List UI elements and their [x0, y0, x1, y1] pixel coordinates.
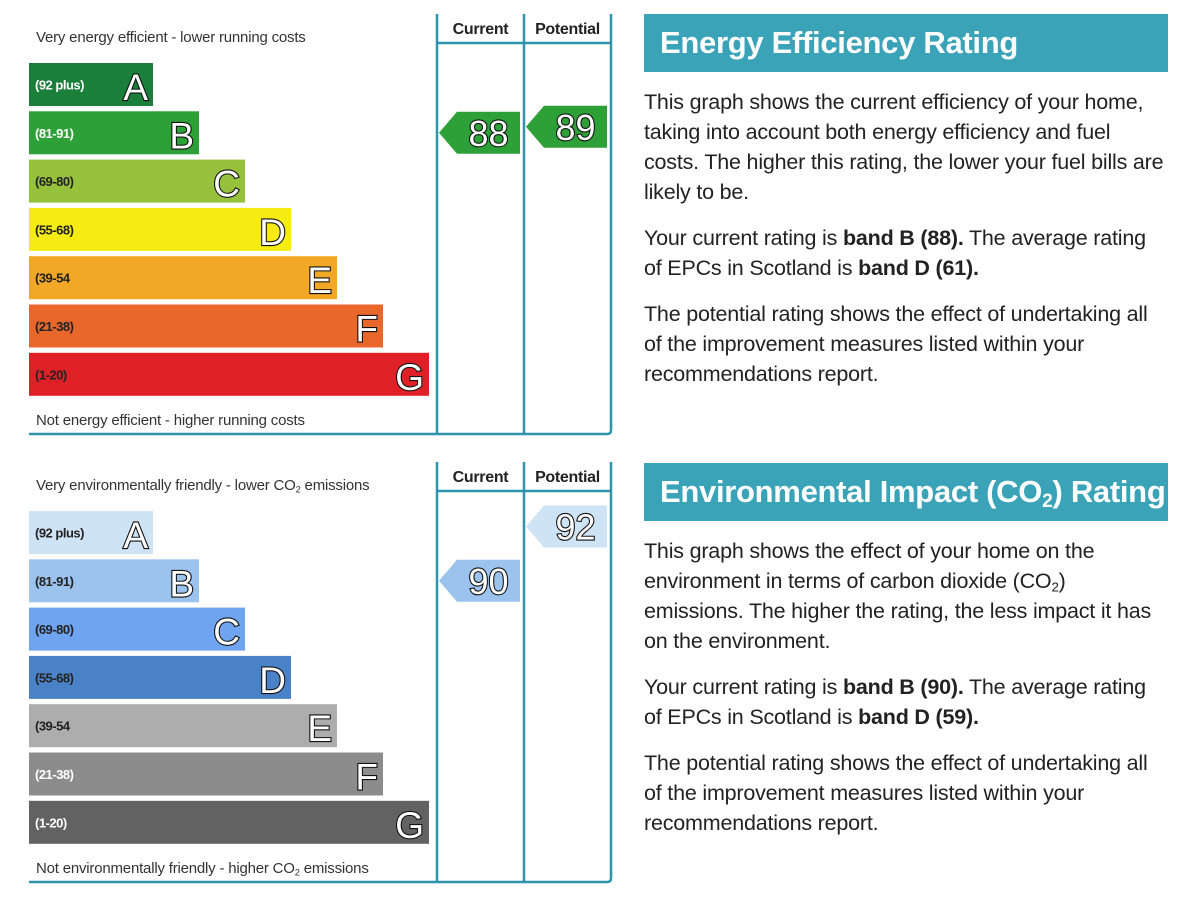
co2-potential-value: 92 [555, 507, 595, 548]
energy-potential-text: The potential rating shows the effect of… [644, 302, 1148, 386]
co2-band-letter-c: C [213, 612, 240, 653]
co2-band-letter-e: E [307, 708, 332, 749]
co2-top-caption-post: emissions [300, 477, 370, 494]
energy-band-bar-d [29, 207, 291, 251]
co2-band-range-f: (21-38) [35, 767, 74, 782]
energy-rating-prefix: Your current rating is [644, 226, 843, 250]
energy-band-bar-g [29, 352, 429, 396]
co2-description: This graph shows the effect of your home… [644, 536, 1168, 656]
co2-rating-mid: The average rating of EPCs in Scotland i… [644, 675, 1146, 729]
energy-band-range-c: (69-80) [35, 174, 74, 189]
energy-bottom-caption: Not energy efficient - higher running co… [36, 412, 305, 429]
energy-potential-column-right-border [606, 14, 613, 436]
co2-impact-chart: (92 plus) A (81-91) B (69-80) C (55-68) D (39-54… [0, 448, 630, 888]
co2-band-letter-f: F [355, 757, 378, 798]
co2-bottom-caption: Not environmentally friendly - higher CO… [36, 860, 369, 877]
energy-current-value: 88 [468, 113, 508, 154]
energy-band-letter-d: D [259, 212, 286, 253]
energy-column-header-current: Current [453, 21, 510, 38]
co2-bottom-caption-pre: Not environmentally friendly - higher CO [36, 860, 295, 877]
co2-chart-svg: (92 plus) A (81-91) B (69-80) C (55-68) D (39-54… [29, 462, 613, 884]
co2-info-panel: Environmental Impact (CO2) Rating This g… [644, 463, 1168, 838]
energy-band-bar-a [29, 63, 153, 106]
energy-top-caption: Very energy efficient - lower running co… [36, 29, 306, 46]
co2-average-band: band D (59). [858, 705, 979, 729]
co2-top-caption-pre: Very environmentally friendly - lower CO [36, 477, 296, 494]
energy-band-bar-f [29, 304, 383, 348]
co2-band-bar-d [29, 655, 291, 699]
co2-title-pre: Environmental Impact (CO [660, 474, 1043, 509]
co2-band-bar-e [29, 704, 337, 748]
co2-band-range-g: (1-20) [35, 815, 67, 830]
energy-description: This graph shows the current efficiency … [644, 90, 1164, 204]
energy-column-header-potential: Potential [535, 21, 600, 38]
co2-band-range-c: (69-80) [35, 622, 74, 637]
co2-desc-pre: This graph shows the effect of your home… [644, 539, 1095, 593]
co2-column-header-potential: Potential [535, 469, 600, 486]
co2-band-range-a: (92 plus) [35, 526, 84, 541]
co2-top-caption: Very environmentally friendly - lower CO… [36, 477, 370, 495]
co2-title-post: ) Rating [1052, 474, 1166, 509]
energy-band-letter-a: A [123, 67, 148, 108]
energy-efficiency-chart: (92 plus) A (81-91) B (69-80) C (55-68) D (39-54… [0, 0, 630, 440]
co2-current-band: band B (90). [842, 675, 964, 699]
energy-current-rating-text: Your current rating is band B (88). The … [644, 223, 1168, 283]
co2-top-caption-sub: 2 [295, 484, 301, 495]
energy-potential-arrow [526, 105, 607, 148]
energy-info-panel: Energy Efficiency Rating This graph show… [644, 14, 1168, 389]
energy-band-bar-e [29, 256, 337, 300]
co2-band-letter-g: G [395, 805, 424, 846]
co2-desc-post: ) emissions. The higher the rating, the … [644, 569, 1152, 653]
energy-band-range-e: (39-54 [35, 271, 71, 286]
co2-potential-arrow [526, 505, 607, 548]
energy-band-letter-c: C [213, 164, 240, 205]
co2-band-bar-b [29, 559, 199, 603]
co2-potential-column-right-border [606, 462, 613, 884]
co2-bottom-caption-sub: 2 [294, 867, 300, 878]
co2-band-range-d: (55-68) [35, 670, 74, 685]
energy-band-letter-e: E [307, 260, 332, 301]
energy-current-band: band B (88). [842, 226, 964, 250]
co2-band-bar-a [29, 511, 153, 554]
co2-band-letter-d: D [259, 660, 286, 701]
energy-band-range-b: (81-91) [35, 126, 74, 141]
co2-band-bar-g [29, 800, 429, 844]
energy-band-letter-f: F [355, 309, 378, 350]
energy-band-bar-b [29, 111, 199, 155]
co2-band-range-e: (39-54 [35, 719, 71, 734]
energy-band-range-d: (55-68) [35, 222, 74, 237]
co2-band-letter-b: B [169, 563, 194, 604]
energy-band-bar-c [29, 159, 245, 203]
energy-band-range-g: (1-20) [35, 367, 67, 382]
co2-desc-sub: 2 [1051, 579, 1059, 595]
co2-band-letter-a: A [123, 515, 148, 556]
co2-current-rating-text: Your current rating is band B (90). The … [644, 672, 1168, 732]
energy-potential-value: 89 [555, 107, 595, 148]
co2-rating-prefix: Your current rating is [644, 675, 843, 699]
co2-title-sub: 2 [1042, 490, 1053, 512]
co2-panel-title: Environmental Impact (CO2) Rating [644, 463, 1168, 521]
energy-band-letter-g: G [395, 357, 424, 398]
co2-band-bar-f [29, 752, 383, 796]
energy-chart-svg: (92 plus) A (81-91) B (69-80) C (55-68) D (39-54… [29, 14, 613, 436]
energy-band-range-a: (92 plus) [35, 78, 84, 93]
energy-average-band: band D (61). [858, 256, 979, 280]
co2-potential-text: The potential rating shows the effect of… [644, 751, 1148, 835]
co2-current-value: 90 [468, 561, 508, 602]
energy-current-arrow [439, 111, 520, 154]
co2-band-bar-c [29, 607, 245, 651]
co2-column-header-current: Current [453, 469, 510, 486]
energy-band-letter-b: B [169, 115, 194, 156]
co2-bottom-caption-post: emissions [299, 860, 369, 877]
co2-band-range-b: (81-91) [35, 574, 74, 589]
energy-panel-title: Energy Efficiency Rating [644, 14, 1168, 72]
energy-rating-mid: The average rating of EPCs in Scotland i… [644, 226, 1146, 280]
energy-band-range-f: (21-38) [35, 319, 74, 334]
co2-current-arrow [439, 559, 520, 602]
